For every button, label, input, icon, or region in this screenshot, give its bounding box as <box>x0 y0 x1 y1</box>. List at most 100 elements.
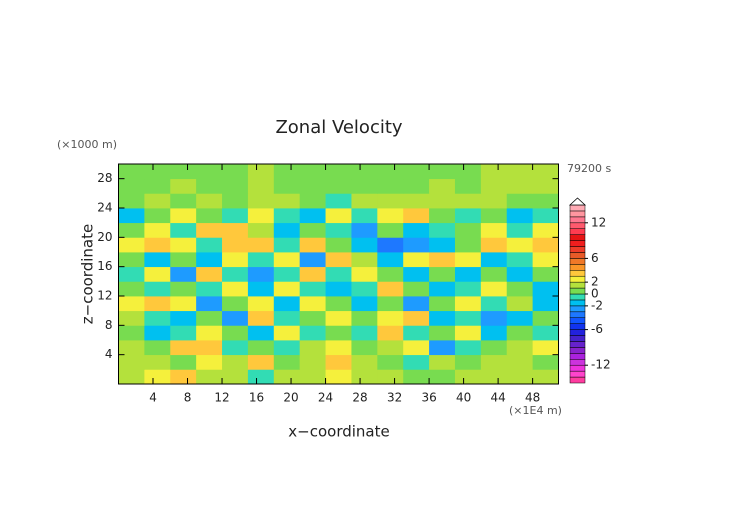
field-cell <box>454 222 482 238</box>
field-cell <box>429 296 456 312</box>
y-tick-label: 24 <box>97 201 112 215</box>
colorbar-tick-label: -2 <box>591 298 603 312</box>
field-cell <box>351 310 378 326</box>
field-cell <box>325 178 352 194</box>
field-cell <box>222 369 249 385</box>
field-cell <box>403 325 430 341</box>
field-cell <box>454 340 482 356</box>
x-tick-label: 40 <box>456 391 471 405</box>
colorbar-bin <box>569 317 586 324</box>
field-cell <box>351 252 378 268</box>
field-cell <box>325 281 352 297</box>
field-cell <box>144 237 171 253</box>
field-cell <box>196 354 223 370</box>
field-cell <box>273 310 301 326</box>
field-cell <box>273 222 301 238</box>
field-cell <box>144 354 171 370</box>
field-cell <box>170 325 197 341</box>
field-cell <box>506 296 534 312</box>
field-cell <box>351 193 378 209</box>
field-cell <box>480 178 508 194</box>
colorbar-bin <box>569 204 586 212</box>
field-cell <box>351 340 378 356</box>
field-cell <box>222 237 249 253</box>
field-cell <box>403 310 430 326</box>
field-cell <box>118 237 145 253</box>
field-cell <box>403 193 430 209</box>
field-cell <box>454 281 482 297</box>
y-tick-label: 4 <box>105 347 113 361</box>
field-cell <box>247 354 275 370</box>
field-cell <box>454 237 482 253</box>
field-cell <box>532 178 559 194</box>
field-cell <box>480 354 508 370</box>
field-cell <box>247 310 275 326</box>
x-unit: (×1E4 m) <box>509 404 562 417</box>
field-cell <box>403 369 430 385</box>
field-cell <box>429 222 456 238</box>
colorbar-bin <box>569 376 586 384</box>
x-tick-label: 12 <box>214 391 229 405</box>
field-cell <box>325 340 352 356</box>
colorbar-tick-label: 6 <box>591 251 599 265</box>
colorbar-bin <box>569 281 586 289</box>
field-cell <box>377 340 404 356</box>
field-cell <box>170 237 197 253</box>
field-cell <box>222 178 249 194</box>
field-cell <box>429 354 456 370</box>
colorbar-bin <box>569 299 586 307</box>
field-cell <box>196 266 223 282</box>
field-cell <box>299 296 326 312</box>
x-tick-label: 8 <box>184 391 192 405</box>
field-cell <box>506 178 534 194</box>
colorbar-bin <box>569 364 586 372</box>
colorbar-bin <box>569 353 586 360</box>
field-cell <box>273 252 301 268</box>
x-tick-label: 16 <box>249 391 264 405</box>
field-cell <box>144 164 171 180</box>
field-cell <box>454 325 482 341</box>
field-cell <box>429 208 456 224</box>
colorbar-bin <box>569 264 586 271</box>
x-tick-label: 36 <box>421 391 436 405</box>
field-cell <box>325 237 352 253</box>
field-cell <box>506 222 534 238</box>
field-cell <box>454 193 482 209</box>
field-cell <box>222 164 249 180</box>
field-cell <box>377 193 404 209</box>
chart-title: Zonal Velocity <box>275 117 402 138</box>
field-cell <box>196 193 223 209</box>
field-cell <box>351 281 378 297</box>
field-cell <box>299 237 326 253</box>
field-cell <box>196 222 223 238</box>
field-cell <box>170 266 197 282</box>
field-cell <box>532 252 559 268</box>
field-cell <box>144 266 171 282</box>
colorbar-bin <box>569 293 586 301</box>
field-cell <box>222 310 249 326</box>
field-cell <box>480 340 508 356</box>
field-cell <box>351 222 378 238</box>
field-cell <box>429 178 456 194</box>
field-cell <box>118 164 145 180</box>
field-cell <box>532 237 559 253</box>
field-cell <box>506 252 534 268</box>
field-cell <box>118 252 145 268</box>
x-tick-label: 32 <box>387 391 402 405</box>
field-cell <box>454 252 482 268</box>
x-tick-label: 4 <box>149 391 157 405</box>
field-cell <box>480 252 508 268</box>
field-cell <box>325 208 352 224</box>
field-cell <box>222 266 249 282</box>
field-cell <box>273 354 301 370</box>
field-cell <box>299 310 326 326</box>
field-cell <box>377 296 404 312</box>
field-cell <box>532 266 559 282</box>
field-cell <box>222 325 249 341</box>
field-cell <box>144 252 171 268</box>
time-label: 79200 s <box>567 162 611 175</box>
field-cell <box>377 222 404 238</box>
field-cell <box>454 310 482 326</box>
colorbar-bin <box>569 228 586 235</box>
y-axis-label: z−coordinate <box>79 224 97 324</box>
